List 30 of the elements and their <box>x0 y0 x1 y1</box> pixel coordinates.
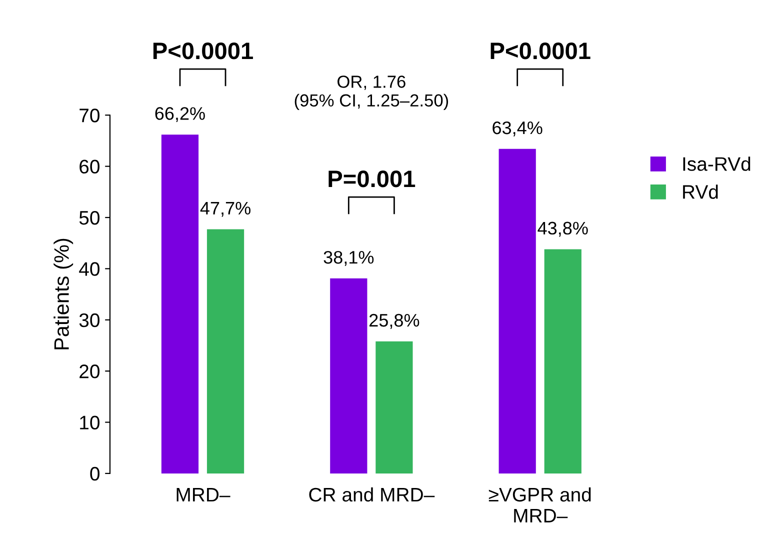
y-tick-label: 70 <box>80 108 100 122</box>
y-tick-label: 0 <box>90 466 100 481</box>
bar <box>544 249 582 474</box>
text: OR, 1.76 (95% CI, 1.25–2.50) <box>294 76 448 110</box>
data-label: 43,8% <box>538 222 588 237</box>
data-label: 63,4% <box>492 121 542 136</box>
bar <box>206 229 244 474</box>
x-tick-label: MRD– <box>176 488 230 502</box>
annotation: P=0.001 <box>328 170 416 188</box>
bar <box>161 134 199 474</box>
bar <box>376 341 413 474</box>
x-tick-label: ≥VGPR and MRD– <box>488 487 591 522</box>
y-tick-label: 40 <box>79 262 100 276</box>
x-tick-label: CR and MRD– <box>309 487 435 502</box>
y-tick-label: 60 <box>80 160 100 174</box>
bar <box>330 278 368 474</box>
bar <box>498 148 536 474</box>
data-label: 38,1% <box>324 250 374 266</box>
legend-label: Isa-RVd <box>683 156 750 171</box>
y-tick-label: 30 <box>79 313 100 328</box>
text: P<0.0001 <box>490 42 590 60</box>
y-tick-label: 10 <box>80 416 100 430</box>
y-tick-label: 50 <box>79 210 100 225</box>
y-axis-title: Patients (%) <box>54 238 74 350</box>
data-label: 25,8% <box>370 314 420 329</box>
text: P<0.0001 <box>153 42 253 60</box>
data-label: 66,2% <box>155 107 205 122</box>
y-tick-label: 20 <box>80 364 100 378</box>
legend-label: RVd <box>683 184 718 199</box>
data-label: 47,7% <box>200 202 250 217</box>
